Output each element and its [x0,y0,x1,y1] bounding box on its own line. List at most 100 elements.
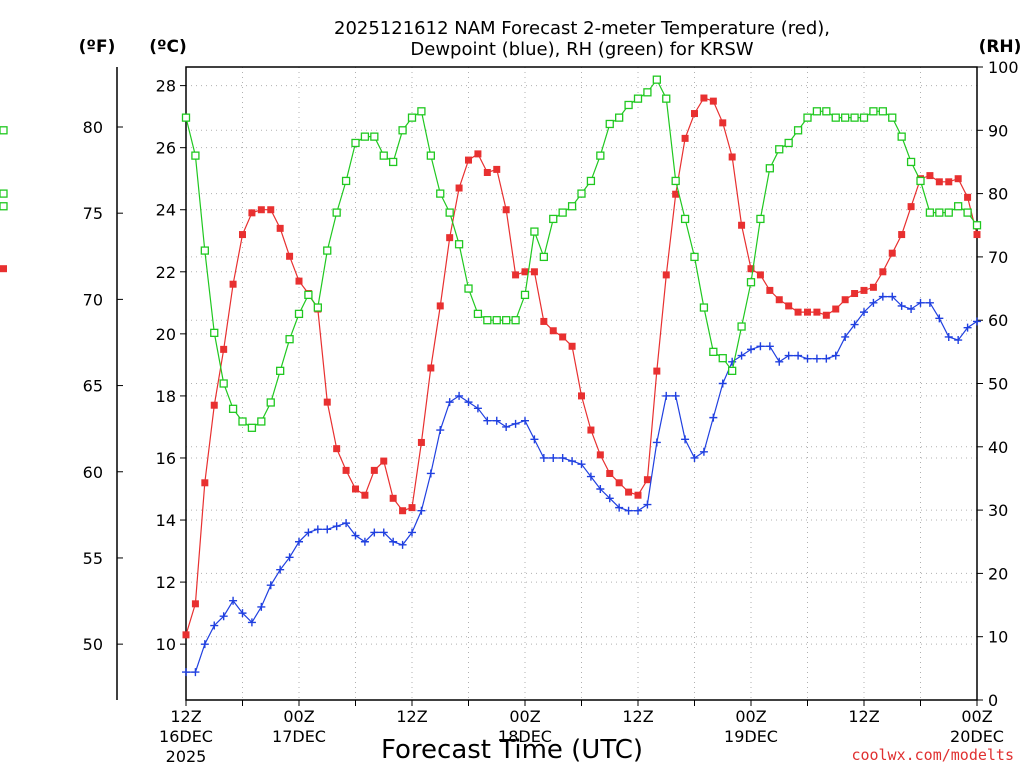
temperature-point [182,631,190,639]
dewpoint-point [822,354,831,363]
temperature-point [342,466,350,474]
temperature-point [502,206,510,214]
dewpoint-point [916,298,925,307]
x-tick-label-date: 17DEC [272,727,326,746]
dewpoint-point [850,320,859,329]
rh-point [191,151,200,160]
dewpoint-point [511,419,520,428]
dewpoint-point [483,416,492,425]
dewpoint-point [210,621,219,630]
dewpoint-point [671,391,680,400]
dewpoint-point [502,422,511,431]
dewpoint-point [426,469,435,478]
temperature-line [185,97,978,635]
dewpoint-point [549,453,558,462]
temperature-point [512,271,520,279]
rh-point [276,366,285,375]
dewpoint-point [888,292,897,301]
temperature-point [643,476,651,484]
temperature-point [201,479,209,487]
dewpoint-point [605,494,614,503]
temperature-point [352,485,359,493]
rh-point [709,347,718,357]
rh-point [662,94,671,103]
rh-point [473,309,483,319]
rh-point [859,113,869,122]
rh-line [185,78,978,429]
temperature-point [0,265,7,273]
dewpoint-point [897,301,906,310]
temperature-point [681,134,689,142]
rh-point [285,335,294,344]
rh-point [332,208,341,217]
temperature-point [973,231,981,239]
rh-point [0,202,8,211]
temperature-point [521,268,529,276]
temperature-point [361,491,369,499]
dewpoint-point [360,537,369,546]
dewpoint-point [266,581,275,590]
rh-point [502,316,511,325]
rh-point [228,404,238,413]
temperature-point [483,169,491,176]
rh-point [436,189,445,198]
dewpoint-point [247,618,256,627]
temperature-point [653,367,661,375]
dewpoint-point [643,500,652,509]
temperature-point [549,327,557,335]
rh-point [925,208,935,217]
temperature-point [493,165,501,173]
dewpoint-point [925,298,934,307]
rh-point [633,94,643,103]
dewpoint-point [408,528,416,537]
temperature-point [540,317,548,325]
rh-point [511,316,520,325]
rh-point [294,309,304,319]
dewpoint-point [860,308,868,317]
dewpoint-point [492,416,501,425]
celsius-tick-label: 20 [156,325,176,344]
rh-point [690,252,699,262]
temperature-point [907,203,915,211]
temperature-point [427,364,435,372]
temperature-point [568,342,576,350]
dewpoint-point [652,438,661,447]
rh-point [944,208,953,217]
dewpoint-point [681,435,690,444]
rh-point [841,113,850,122]
temperature-point [615,479,623,487]
celsius-tick-label: 16 [156,449,176,468]
rh-point [728,366,737,375]
dewpoint-point [304,528,313,537]
rh-point [304,290,313,300]
temperature-point [860,286,868,294]
temperature-point [220,345,228,353]
temperature-point [276,224,284,232]
temperature-point [766,286,774,294]
celsius-unit-label: (ºC) [149,37,187,57]
dewpoint-point [191,668,200,677]
dewpoint-point [323,525,332,534]
temperature-point [747,265,755,273]
rh-point [822,107,831,116]
rh-point [398,126,407,135]
temperature-point [257,206,265,214]
dewpoint-point [624,506,633,515]
series [0,75,982,677]
rh-point [699,303,709,312]
temperature-point [559,333,567,341]
x-axis-title: Forecast Time (UTC) [381,735,643,765]
dewpoint-point [473,404,482,413]
celsius-tick-label: 18 [156,387,176,406]
rh-tick-label: 20 [988,564,1008,583]
rh-tick-label: 70 [988,248,1008,267]
rh-point [445,208,454,217]
temperature-point [380,457,388,465]
x-tick-label-date: 16DEC [159,727,213,746]
rh-point [963,208,972,217]
fahrenheit-tick-label: 55 [83,549,103,568]
rh-point [897,132,906,141]
temperature-point [954,175,962,183]
rh-point [417,107,426,116]
dewpoint-point [577,460,586,469]
